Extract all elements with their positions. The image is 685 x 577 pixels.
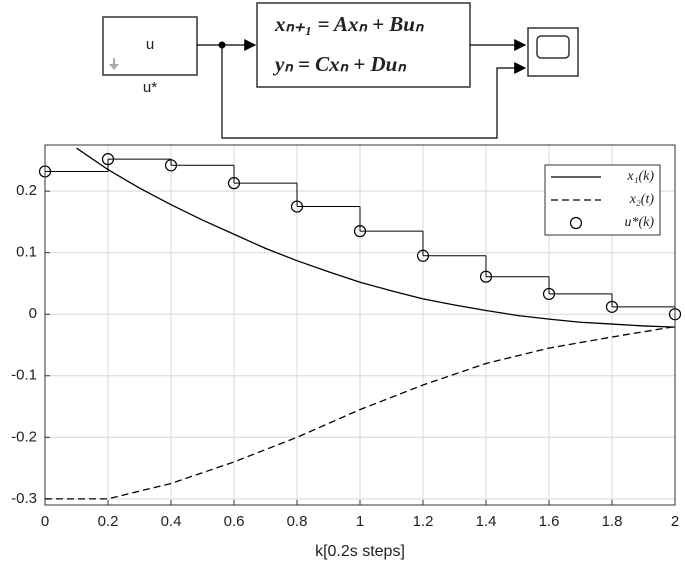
plot: 0 0.2 0.4 0.6 0.8 1 1.2 1.4 1.6 1.8 2 -0.3 -0.2 -0.1 0… xyxy=(11,144,682,560)
x-tick-label: 1.2 xyxy=(413,513,434,530)
marker xyxy=(605,300,619,313)
marker xyxy=(479,270,493,283)
x-tick-label: 0.2 xyxy=(98,513,119,530)
marker xyxy=(227,177,241,190)
source-block[interactable] xyxy=(102,16,198,76)
marker xyxy=(101,153,115,166)
x-axis-label: k[0.2s steps] xyxy=(315,543,405,560)
legend-label: x₁(k) xyxy=(626,169,654,184)
block-icon xyxy=(109,58,119,70)
marker xyxy=(542,287,556,301)
feedback-line xyxy=(221,45,527,139)
legend-swatch xyxy=(569,216,583,230)
x-tick-label: 1.8 xyxy=(602,513,623,530)
x-tick-label: 0.4 xyxy=(161,513,182,530)
marker xyxy=(353,225,367,238)
y-tick-label: -0.3 xyxy=(11,490,37,507)
series-layer xyxy=(45,147,675,500)
line-series xyxy=(76,147,675,328)
block-diagram: u u* xₙ₊₁ = Axₙ + Buₙ yₙ = Cxₙ + Duₙ xyxy=(102,2,579,139)
y-tick-label: -0.1 xyxy=(11,367,37,384)
scope-screen xyxy=(536,35,570,59)
y-tick-label: 0.2 xyxy=(16,182,37,199)
x-tick-label: 1.4 xyxy=(476,513,497,530)
legend-label: x₂(t) xyxy=(629,192,655,207)
equation: xₙ₊₁ = Axₙ + Buₙ xyxy=(274,12,424,36)
x-tick-label: 2 xyxy=(671,513,679,530)
axes-frame xyxy=(44,144,676,506)
source-name: u* xyxy=(143,79,157,96)
line-series xyxy=(45,325,675,500)
x-tick-label: 1.6 xyxy=(539,513,560,530)
marker xyxy=(290,200,304,213)
y-tick-label: 0.1 xyxy=(16,244,37,261)
marker xyxy=(416,249,430,262)
marker xyxy=(164,159,178,172)
state-space-block[interactable] xyxy=(256,2,471,88)
x-tick-label: 0.8 xyxy=(287,513,308,530)
source-block-label: u xyxy=(146,36,154,53)
equation: yₙ = Cxₙ + Duₙ xyxy=(272,52,406,76)
x-tick-label: 0.6 xyxy=(224,513,245,530)
y-tick-label: -0.2 xyxy=(11,428,37,445)
x-tick-label: 0 xyxy=(41,513,49,530)
x-tick-label: 1 xyxy=(356,513,364,530)
legend-label: u*(k) xyxy=(624,215,654,230)
y-tick-label: 0 xyxy=(29,305,37,322)
